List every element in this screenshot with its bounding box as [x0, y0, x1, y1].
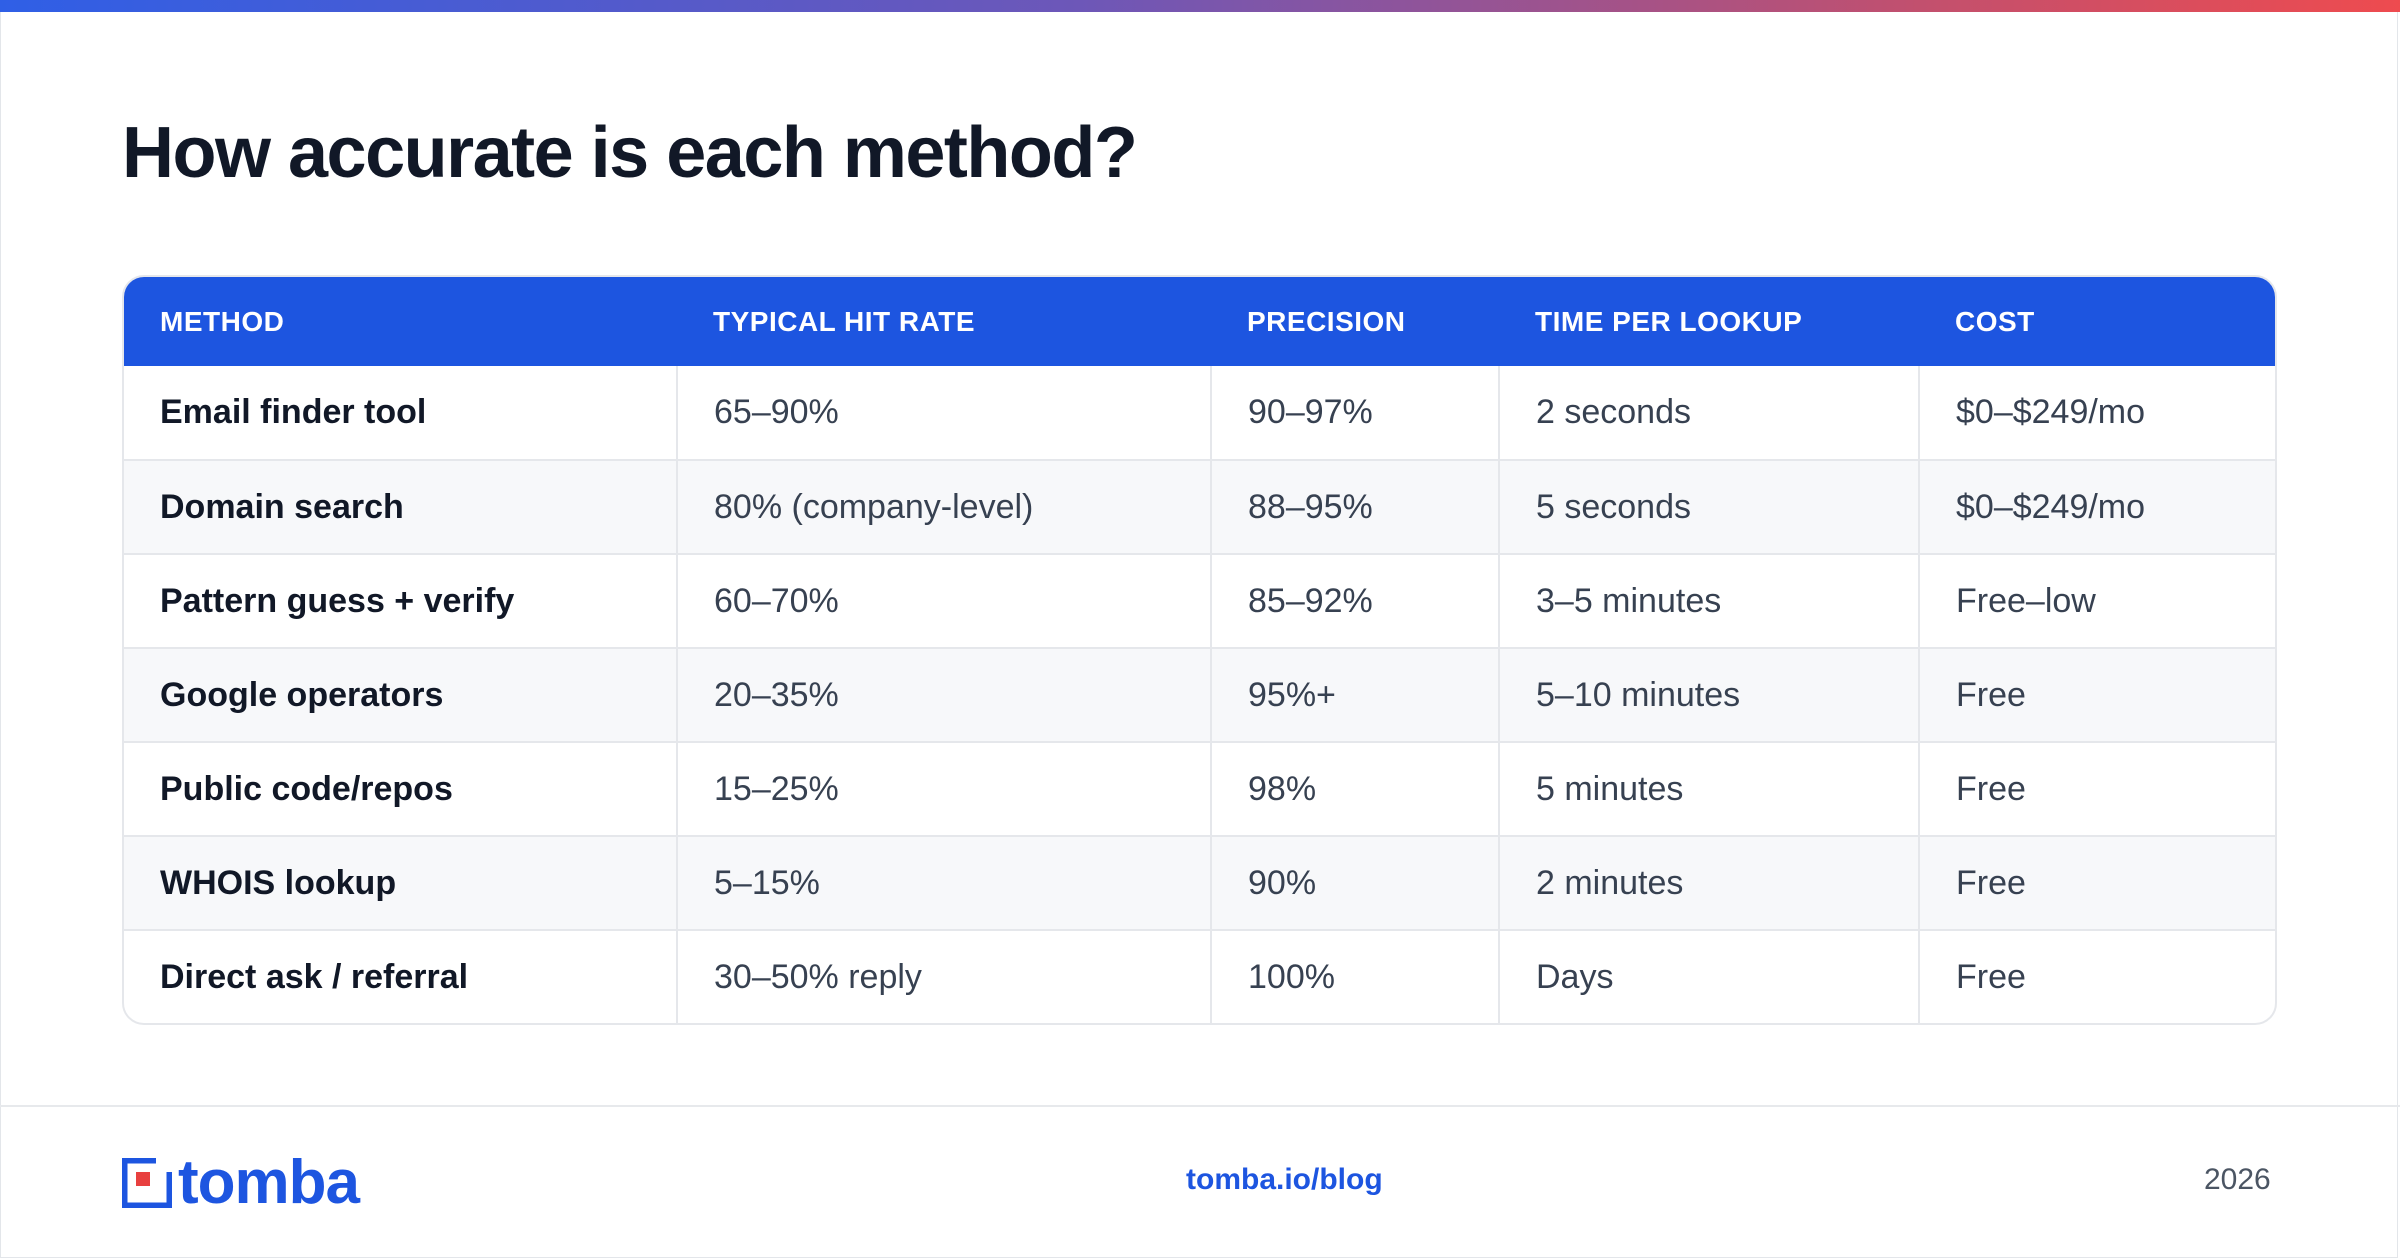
cell-method: Domain search: [124, 459, 677, 554]
cell-hit-rate: 65–90%: [676, 366, 1211, 460]
table-header-row: METHOD TYPICAL HIT RATE PRECISION TIME P…: [124, 277, 2275, 366]
cell-precision: 95%+: [1210, 647, 1499, 742]
footer-year: 2026: [2204, 1163, 2271, 1196]
cell-method: Email finder tool: [160, 393, 427, 431]
cell-hit-rate: 20–35%: [676, 647, 1211, 742]
cell-cost: Free: [1918, 929, 2275, 1023]
table-row: Email finder tool 65–90% 90–97% 2 second…: [124, 366, 2275, 460]
cell-time: Days: [1498, 929, 1919, 1023]
cell-time: 5 minutes: [1498, 741, 1919, 836]
cell-precision: 88–95%: [1210, 459, 1499, 554]
blog-link[interactable]: tomba.io/blog: [1186, 1163, 1383, 1196]
table-body: Email finder tool 65–90% 90–97% 2 second…: [124, 366, 2275, 1023]
cell-hit-rate: 15–25%: [676, 741, 1211, 836]
header-cost: COST: [1955, 305, 2035, 337]
cell-method: Google operators: [124, 647, 677, 742]
cell-cost: $0–$249/mo: [1918, 366, 2275, 460]
cell-hit-rate: 60–70%: [676, 553, 1211, 648]
table-row: Public code/repos 15–25% 98% 5 minutes F…: [124, 741, 2275, 836]
cell-precision: 100%: [1210, 929, 1499, 1023]
cell-precision: 85–92%: [1210, 553, 1499, 648]
footer-divider: [0, 1105, 2400, 1107]
cell-method: Direct ask / referral: [124, 929, 677, 1023]
logo-wordmark: tomba: [178, 1148, 360, 1217]
header-precision: PRECISION: [1247, 305, 1406, 337]
cell-hit-rate: 30–50% reply: [676, 929, 1211, 1023]
page-title: How accurate is each method?: [122, 113, 1138, 193]
cell-cost: $0–$249/mo: [1918, 459, 2275, 554]
cell-cost: Free: [1918, 647, 2275, 742]
cell-method: WHOIS lookup: [124, 835, 677, 930]
table-row: Direct ask / referral 30–50% reply 100% …: [124, 929, 2275, 1023]
cell-method: Pattern guess + verify: [124, 553, 677, 648]
header-typical-hit-rate: TYPICAL HIT RATE: [713, 305, 976, 337]
cell-cost: Free–low: [1918, 553, 2275, 648]
cell-cost: Free: [1918, 835, 2275, 930]
table-row: Domain search 80% (company-level) 88–95%…: [124, 459, 2275, 554]
cell-precision: 98%: [1210, 741, 1499, 836]
cell-precision: 90%: [1210, 835, 1499, 930]
cell-time: 5 seconds: [1498, 459, 1919, 554]
table-row: Pattern guess + verify 60–70% 85–92% 3–5…: [124, 553, 2275, 648]
cell-method: Public code/repos: [124, 741, 677, 836]
cell-time: 2 seconds: [1498, 366, 1919, 460]
comparison-table-container: METHOD TYPICAL HIT RATE PRECISION TIME P…: [122, 275, 2277, 1025]
comparison-table: METHOD TYPICAL HIT RATE PRECISION TIME P…: [124, 277, 2275, 1023]
table-row: Google operators 20–35% 95%+ 5–10 minute…: [124, 647, 2275, 742]
header-method: METHOD: [160, 305, 285, 337]
header-time-per-lookup: TIME PER LOOKUP: [1535, 305, 1803, 337]
cell-hit-rate: 80% (company-level): [676, 459, 1211, 554]
tomba-logo[interactable]: tomba: [122, 1148, 360, 1217]
table-header: METHOD TYPICAL HIT RATE PRECISION TIME P…: [124, 277, 2275, 366]
cell-cost: Free: [1918, 741, 2275, 836]
cell-time: 2 minutes: [1498, 835, 1919, 930]
gradient-accent-bar: [0, 0, 2400, 12]
cell-precision: 90–97%: [1210, 366, 1499, 460]
cell-hit-rate: 5–15%: [676, 835, 1211, 930]
cell-time: 5–10 minutes: [1498, 647, 1919, 742]
table-row: WHOIS lookup 5–15% 90% 2 minutes Free: [124, 835, 2275, 930]
cell-time: 3–5 minutes: [1498, 553, 1919, 648]
tomba-logo-mark-icon: [122, 1157, 172, 1208]
